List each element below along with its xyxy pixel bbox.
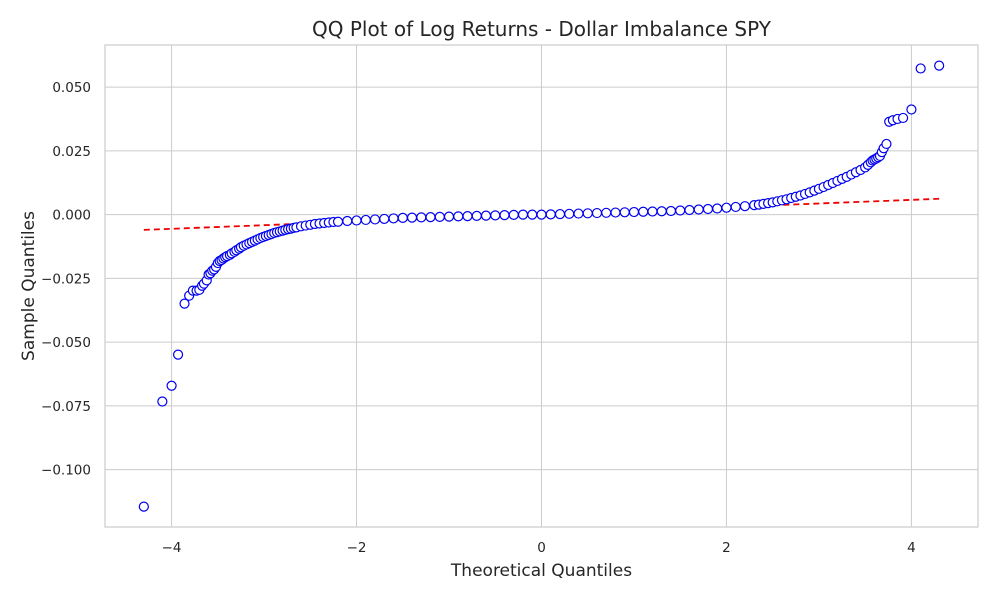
sample-point: [351, 215, 362, 226]
sample-point: [490, 210, 501, 221]
sample-point: [693, 204, 704, 215]
sample-point: [684, 204, 695, 216]
sample-point: [564, 208, 575, 219]
sample-point: [721, 202, 732, 213]
sample-point: [342, 215, 353, 227]
sample-point: [138, 501, 149, 512]
sample-point: [157, 396, 168, 407]
plot-frame: [104, 44, 979, 528]
sample-point: [628, 206, 640, 218]
x-axis-label: Theoretical Quantiles: [450, 561, 632, 581]
y-tick-label: −0.050: [41, 335, 91, 351]
sample-point: [897, 112, 909, 124]
sample-point: [619, 207, 630, 218]
sample-point: [906, 104, 917, 115]
sample-point: [545, 209, 556, 220]
y-tick-label: 0.050: [52, 80, 91, 96]
sample-point: [499, 210, 510, 221]
y-tick-label: −0.100: [41, 463, 91, 479]
fit-line: [143, 197, 940, 231]
sample-point: [638, 206, 649, 217]
sample-point: [369, 214, 381, 225]
y-tick-label: −0.075: [41, 399, 91, 415]
sample-point: [360, 214, 371, 226]
sample-point: [656, 206, 667, 217]
sample-point: [573, 208, 584, 219]
sample-point: [443, 211, 455, 222]
sample-point: [702, 203, 714, 215]
sample-point: [471, 210, 482, 221]
sample-point: [397, 212, 408, 224]
sample-point: [739, 201, 751, 212]
x-tick-label: 0: [537, 540, 546, 556]
y-tick-label: 0.000: [52, 208, 91, 224]
sample-point: [730, 201, 741, 213]
sample-point: [172, 349, 184, 360]
sample-point: [416, 212, 427, 223]
sample-point: [527, 209, 538, 220]
sample-point: [675, 205, 686, 216]
y-tick-labels: 0.050 0.025 0.000 −0.025 −0.050 −0.075 −0.100: [41, 80, 91, 479]
sample-point: [508, 209, 519, 220]
sample-point: [166, 380, 177, 391]
sample-point: [934, 60, 945, 71]
y-axis-label: Sample Quantiles: [19, 211, 39, 361]
sample-point: [453, 211, 464, 222]
chart-title: QQ Plot of Log Returns - Dollar Imbalanc…: [312, 17, 772, 41]
sample-point: [647, 206, 658, 217]
y-tick-label: 0.025: [52, 144, 91, 160]
sample-point: [712, 203, 723, 214]
grid-lines: [105, 45, 978, 527]
sample-point: [517, 209, 529, 220]
sample-point: [379, 213, 390, 225]
sample-point: [480, 210, 492, 221]
y-tick-label: −0.025: [41, 271, 91, 287]
sample-point: [591, 207, 603, 219]
sample-point: [582, 208, 593, 219]
fit-line-layer: [143, 197, 940, 231]
x-tick-labels: −4 −2 0 2 4: [162, 540, 916, 556]
x-tick-label: 4: [907, 540, 916, 556]
sample-point: [554, 208, 566, 220]
sample-point: [601, 207, 612, 218]
sample-point: [179, 298, 190, 309]
x-tick-label: 2: [722, 540, 731, 556]
sample-point: [332, 216, 344, 227]
sample-point: [425, 212, 436, 223]
sample-point: [462, 211, 473, 222]
sample-point: [915, 63, 926, 74]
sample-point: [610, 207, 621, 218]
x-tick-label: −2: [347, 540, 367, 556]
sample-point: [434, 211, 445, 222]
x-tick-label: −4: [162, 540, 182, 556]
sample-points: [138, 60, 945, 512]
sample-point: [536, 209, 547, 220]
sample-point: [881, 138, 892, 150]
sample-point: [665, 205, 677, 217]
sample-point: [406, 212, 418, 223]
sample-point: [388, 213, 399, 224]
